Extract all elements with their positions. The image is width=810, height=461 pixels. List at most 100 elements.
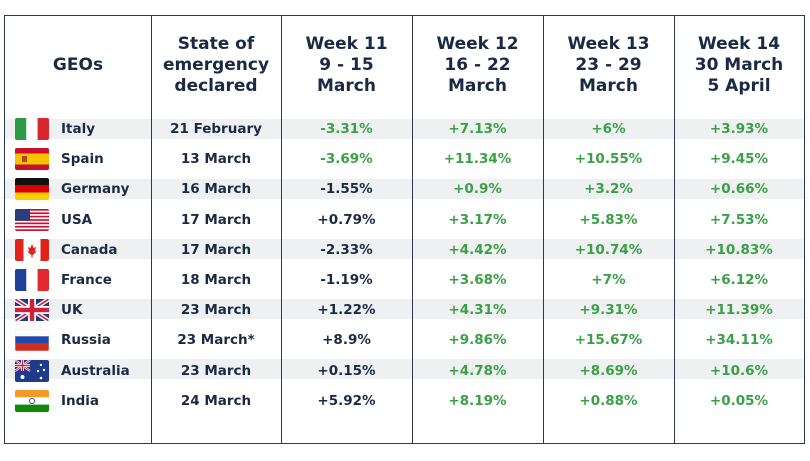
- geo-cell: France: [15, 265, 112, 295]
- week-change-cell: +0.66%: [709, 181, 769, 198]
- russia-flag-icon: [15, 329, 49, 352]
- week-change-cell: +8.9%: [322, 332, 371, 349]
- week-change-cell: +5.92%: [317, 392, 376, 409]
- row-stripe: [5, 239, 804, 259]
- week-change-cell: +11.34%: [443, 151, 512, 168]
- header-week-label: Week 11: [305, 33, 388, 54]
- week-change-cell: -3.69%: [320, 151, 373, 168]
- france-flag-icon: [15, 269, 49, 291]
- declared-date-cell: 24 March: [180, 392, 252, 409]
- header-state-line2: emergency: [162, 54, 270, 75]
- week-change-cell: +9.31%: [579, 302, 638, 319]
- column-divider: [674, 16, 675, 443]
- geo-cell: Australia: [15, 356, 130, 386]
- header-week-12: Week 12 16 - 22 March: [412, 16, 543, 114]
- week-change-cell: +15.67%: [574, 332, 643, 349]
- column-divider: [543, 16, 544, 443]
- row-stripe: [5, 299, 804, 319]
- week-change-cell: +9.45%: [709, 151, 769, 168]
- declared-date-cell: 13 March: [180, 151, 252, 168]
- row-stripe: [5, 119, 804, 139]
- row-stripe: [5, 359, 804, 379]
- week-change-cell: +4.42%: [448, 241, 507, 258]
- week-change-cell: +3.68%: [448, 272, 507, 288]
- header-week-range: 16 - 22: [444, 54, 511, 75]
- declared-date-cell: 21 February: [170, 121, 262, 137]
- week-change-cell: +10.55%: [574, 151, 643, 168]
- geo-label: France: [61, 272, 112, 288]
- week-change-cell: +0.79%: [317, 211, 376, 228]
- header-week-month: 5 April: [707, 75, 771, 96]
- header-week-11: Week 11 9 - 15 March: [281, 16, 412, 114]
- geo-label: Italy: [61, 121, 96, 137]
- week-change-cell: +34.11%: [705, 332, 773, 349]
- week-change-cell: -1.19%: [320, 272, 373, 288]
- week-change-cell: +0.05%: [709, 392, 769, 409]
- week-change-cell: +6.12%: [709, 272, 769, 288]
- column-divider: [281, 16, 282, 443]
- week-change-cell: +7.13%: [448, 121, 507, 137]
- declared-date-cell: 23 March: [180, 362, 252, 379]
- geo-cell: UK: [15, 295, 82, 325]
- week-change-cell: +0.88%: [579, 392, 638, 409]
- header-state-line1: State of: [177, 33, 255, 54]
- week-change-cell: -3.31%: [320, 121, 373, 137]
- header-state: State of emergency declared: [151, 16, 281, 114]
- italy-flag-icon: [15, 118, 49, 140]
- geo-label: USA: [61, 211, 93, 228]
- declared-date-cell: 17 March: [180, 241, 252, 258]
- header-week-label: Week 12: [436, 33, 519, 54]
- week-change-cell: +4.31%: [448, 302, 507, 319]
- header-geos-label: GEOs: [52, 54, 104, 75]
- week-change-cell: +0.9%: [453, 181, 502, 198]
- geo-cell: Canada: [15, 235, 118, 265]
- week-change-cell: +3.93%: [709, 121, 769, 137]
- column-divider: [412, 16, 413, 443]
- row-stripe: [5, 179, 804, 199]
- header-week-month: March: [579, 75, 638, 96]
- week-change-cell: +3.17%: [448, 211, 507, 228]
- geo-cell: Italy: [15, 114, 95, 144]
- week-change-cell: +1.22%: [317, 302, 376, 319]
- header-week-13: Week 13 23 - 29 March: [543, 16, 674, 114]
- week-change-cell: +5.83%: [579, 211, 638, 228]
- week-change-cell: +11.39%: [705, 302, 773, 319]
- declared-date-cell: 23 March*: [177, 332, 255, 349]
- week-change-cell: -2.33%: [320, 241, 373, 258]
- india-flag-icon: [15, 389, 49, 412]
- week-change-cell: +7.53%: [709, 211, 769, 228]
- header-week-14: Week 14 30 March 5 April: [674, 16, 804, 114]
- week-change-cell: +6%: [591, 121, 626, 137]
- header-week-month: March: [317, 75, 376, 96]
- geo-cell: Germany: [15, 174, 129, 204]
- declared-date-cell: 23 March: [180, 302, 252, 319]
- column-divider: [151, 16, 152, 443]
- week-change-cell: +10.74%: [574, 241, 643, 258]
- geo-label: Australia: [61, 362, 130, 379]
- germany-flag-icon: [15, 178, 49, 201]
- spain-flag-icon: [15, 148, 49, 171]
- geo-cell: India: [15, 386, 99, 416]
- week-change-cell: +8.19%: [448, 392, 507, 409]
- week-change-cell: +8.69%: [579, 362, 638, 379]
- header-week-range: 23 - 29: [575, 54, 642, 75]
- week-change-cell: +10.6%: [709, 362, 769, 379]
- week-change-cell: +3.2%: [584, 181, 633, 198]
- data-table: GEOs State of emergency declared Week 11…: [4, 15, 805, 444]
- uk-flag-icon: [15, 299, 49, 322]
- header-week-range: 30 March: [694, 54, 784, 75]
- week-change-cell: +4.78%: [448, 362, 507, 379]
- week-change-cell: +10.83%: [705, 241, 773, 258]
- header-week-label: Week 13: [567, 33, 650, 54]
- australia-flag-icon: [15, 359, 49, 382]
- declared-date-cell: 17 March: [180, 211, 252, 228]
- header-state-line3: declared: [174, 75, 258, 96]
- week-change-cell: +7%: [591, 272, 626, 288]
- geo-cell: USA: [15, 205, 92, 235]
- header-geos: GEOs: [5, 16, 151, 114]
- geo-cell: Russia: [15, 325, 111, 355]
- geo-label: Russia: [61, 332, 111, 349]
- week-change-cell: +9.86%: [448, 332, 507, 349]
- declared-date-cell: 16 March: [180, 181, 252, 198]
- header-week-label: Week 14: [697, 33, 781, 54]
